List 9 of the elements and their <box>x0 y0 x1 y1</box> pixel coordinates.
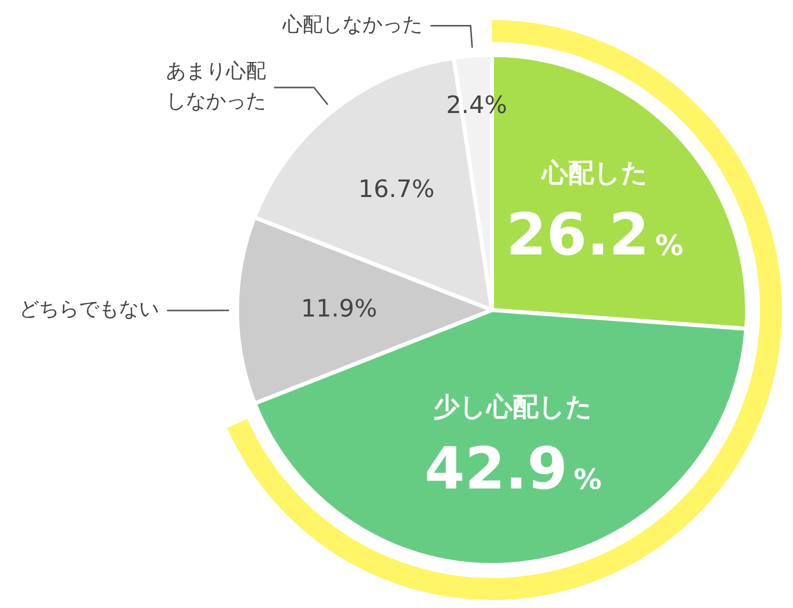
slice-label: 心配しなかった <box>282 12 423 36</box>
slice-label: どちらでもない <box>19 296 159 321</box>
data-label: 16.7% <box>358 174 435 203</box>
slice-label: 心配した <box>540 158 648 188</box>
slice-label: 少し心配した <box>434 392 593 422</box>
data-label: 42.9% <box>424 434 602 503</box>
data-label: 26.2% <box>506 200 684 269</box>
data-label: 11.9% <box>300 294 378 322</box>
slice-label: あまり心配しなかった <box>166 58 266 113</box>
